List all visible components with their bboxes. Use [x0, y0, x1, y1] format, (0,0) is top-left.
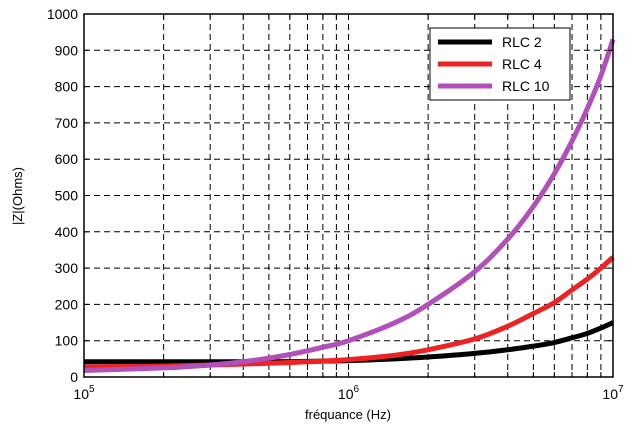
- y-tick-label: 100: [55, 333, 79, 349]
- x-tick-exponent: 5: [89, 384, 95, 395]
- y-tick-label: 600: [55, 151, 79, 167]
- y-tick-label: 700: [55, 115, 79, 131]
- y-tick-label: 200: [55, 296, 79, 312]
- x-tick-base: 10: [338, 386, 354, 402]
- x-tick-label: 105: [73, 384, 95, 402]
- x-axis-label: fréquance (Hz): [305, 407, 391, 422]
- x-tick-exponent: 6: [354, 384, 360, 395]
- y-tick-label: 400: [55, 224, 79, 240]
- grid: [84, 14, 613, 377]
- ticks: [84, 13, 613, 378]
- y-tick-label: 900: [55, 42, 79, 58]
- legend-items: RLC 2 RLC 4 RLC 10: [438, 34, 550, 94]
- legend-label: RLC 4: [502, 56, 542, 72]
- legend-label: RLC 2: [502, 34, 542, 50]
- y-tick-label: 1000: [47, 6, 78, 22]
- x-tick-base: 10: [602, 386, 618, 402]
- x-tick-label: 107: [602, 384, 624, 402]
- legend-label: RLC 10: [502, 78, 550, 94]
- x-tick-label: 106: [338, 384, 360, 402]
- legend: RLC 2 RLC 4 RLC 10: [429, 27, 571, 101]
- x-tick-exponent: 7: [618, 384, 624, 395]
- y-tick-labels: 0 100 200 300 400 500 600 700 800 900 1000: [47, 6, 78, 385]
- y-tick-label: 0: [70, 369, 78, 385]
- y-axis-label: |Z|(Ohms): [10, 167, 25, 225]
- x-tick-base: 10: [73, 386, 89, 402]
- y-tick-label: 500: [55, 188, 79, 204]
- series-layer: [83, 38, 616, 373]
- y-tick-label: 800: [55, 79, 79, 95]
- x-tick-labels: 105 106 107: [73, 384, 624, 402]
- series-line-rlc-10: [83, 38, 616, 373]
- y-tick-label: 300: [55, 260, 79, 276]
